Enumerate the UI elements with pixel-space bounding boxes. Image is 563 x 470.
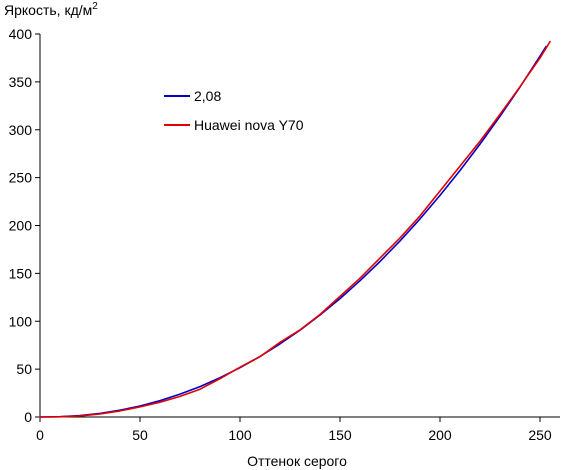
y-tick-label: 250 [9, 170, 33, 186]
x-tick-label: 250 [528, 427, 552, 443]
x-ticks: 0 50 100 150 200 250 [36, 417, 552, 443]
x-tick-label: 0 [36, 427, 44, 443]
x-tick-label: 200 [428, 427, 452, 443]
y-tick-label: 50 [16, 361, 32, 377]
x-tick-label: 50 [132, 427, 148, 443]
y-tick-label: 150 [9, 265, 33, 281]
y-axis-title-superscript: 2 [92, 1, 98, 12]
y-tick-label: 300 [9, 122, 33, 138]
y-tick-label: 100 [9, 313, 33, 329]
x-axis-title: Оттенок серого [247, 453, 347, 469]
x-tick-label: 100 [228, 427, 252, 443]
y-tick-label: 400 [9, 26, 33, 42]
y-tick-label: 350 [9, 74, 33, 90]
y-tick-label: 200 [9, 218, 33, 234]
series-line-1 [39, 45, 547, 418]
y-tick-label: 0 [24, 409, 32, 425]
y-ticks: 0 50 100 150 200 250 300 350 400 [9, 26, 40, 425]
legend-label-1: 2,08 [194, 88, 221, 104]
y-axis-title: Яркость, кд/м2 [4, 1, 98, 18]
series-lines [39, 40, 551, 418]
legend-label-2: Huawei nova Y70 [194, 117, 304, 133]
x-tick-label: 150 [328, 427, 352, 443]
series-line-2 [39, 40, 551, 418]
legend: 2,08 Huawei nova Y70 [164, 88, 304, 133]
